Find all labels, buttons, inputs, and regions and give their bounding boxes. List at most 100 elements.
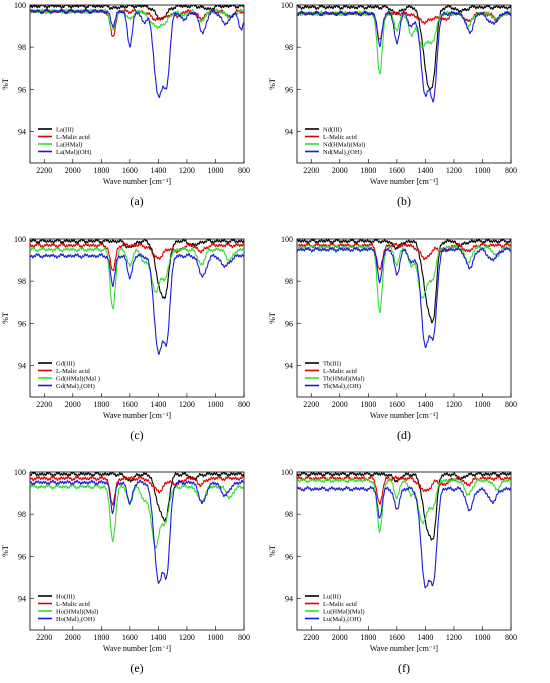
x-tick-label: 2000 [332, 166, 348, 175]
x-tick-label: 1600 [389, 166, 405, 175]
legend-entry: La(HMal) [56, 141, 82, 148]
series-line-3 [297, 477, 511, 533]
x-tick-label: 1600 [122, 166, 138, 175]
series-line-2 [30, 475, 244, 506]
x-tick-label: 2000 [332, 633, 348, 642]
x-tick-label: 1400 [150, 400, 166, 409]
legend-entry: Gd(III) [56, 360, 75, 367]
x-tick-label: 1600 [122, 633, 138, 642]
chart-panel-4: 94 96 98 100 2200 2000 1800 1600 1400 1200 1000 800… [268, 235, 517, 442]
y-tick-label: 100 [281, 235, 293, 244]
x-tick-label: 2000 [65, 166, 81, 175]
x-tick-label: 1400 [417, 633, 433, 642]
series-line-1 [297, 472, 511, 541]
legend-entry: L-Malic acid [56, 601, 90, 608]
x-tick-label: 1200 [179, 166, 195, 175]
y-tick-label: 96 [18, 85, 26, 94]
legend-entry: Ho(III) [56, 593, 75, 600]
x-tick-label: 1400 [417, 166, 433, 175]
panel-label: (f) [398, 661, 410, 675]
x-tick-label: 1400 [417, 400, 433, 409]
chart-panel-6: 94 96 98 100 2200 2000 1800 1600 1400 1200 1000 800… [268, 468, 517, 675]
plot-frame [296, 238, 512, 398]
x-tick-label: 1800 [360, 400, 376, 409]
x-tick-label: 2000 [65, 633, 81, 642]
y-tick-label: 98 [285, 277, 293, 286]
x-tick-label: 800 [238, 633, 250, 642]
legend-entry: L-Malic acid [323, 134, 357, 141]
x-tick-label: 2000 [332, 400, 348, 409]
x-tick-label: 1600 [389, 400, 405, 409]
panel-label: (a) [130, 194, 143, 208]
plot-frame [296, 471, 512, 631]
x-tick-label: 1800 [93, 400, 109, 409]
y-tick-label: 96 [18, 319, 26, 328]
y-tick-label: 98 [18, 43, 26, 52]
chart-panel-1: 94 96 98 100 2200 2000 1800 1600 1400 1200 1000 800… [1, 1, 250, 208]
x-tick-label: 1800 [360, 633, 376, 642]
x-tick-label: 1000 [474, 400, 490, 409]
legend-entry: L-Malic acid [323, 601, 357, 608]
y-tick-label: 100 [14, 468, 26, 477]
x-axis-label: Wave number [cm⁻¹] [103, 177, 172, 186]
y-tick-label: 94 [285, 594, 293, 603]
x-tick-label: 2200 [36, 633, 52, 642]
y-tick-label: 98 [18, 510, 26, 519]
y-tick-label: 96 [285, 552, 293, 561]
legend-entry: Nd(Mal)₂(OH) [323, 149, 362, 156]
series-line-4 [297, 10, 511, 103]
x-tick-label: 1000 [207, 166, 223, 175]
legend-entry: L-Malic acid [323, 368, 357, 375]
series-line-3 [30, 483, 244, 549]
x-tick-label: 800 [238, 166, 250, 175]
series-line-3 [30, 246, 244, 310]
x-axis-label: Wave number [cm⁻¹] [103, 644, 172, 653]
x-tick-label: 1200 [179, 633, 195, 642]
legend-entry: L-Malic acid [56, 368, 90, 375]
legend-entry: Lu(HMal)(Mal) [323, 608, 365, 615]
x-tick-label: 1000 [474, 166, 490, 175]
series-line-1 [30, 472, 244, 522]
legend-entry: Nd(III) [323, 126, 342, 133]
legend-entry: Ho(Mal)₂(OH) [56, 616, 95, 623]
y-tick-label: 100 [14, 1, 26, 10]
y-tick-label: 98 [285, 510, 293, 519]
plot-frame [29, 471, 245, 631]
x-tick-label: 1200 [179, 400, 195, 409]
x-tick-label: 1800 [360, 166, 376, 175]
legend-entry: Lu(Mal)₂(OH) [323, 616, 361, 623]
series-line-4 [297, 246, 511, 349]
series-line-2 [297, 475, 511, 505]
y-tick-label: 100 [281, 1, 293, 10]
legend-entry: La(Mal)(OH) [56, 149, 91, 156]
legend-entry: Lu(III) [323, 593, 341, 600]
series-line-4 [297, 485, 511, 589]
x-tick-label: 2000 [65, 400, 81, 409]
y-tick-label: 94 [18, 361, 26, 370]
series-line-3 [30, 8, 244, 31]
x-tick-label: 1800 [93, 166, 109, 175]
x-tick-label: 1000 [207, 400, 223, 409]
plot-frame [296, 4, 512, 164]
series-line-1 [30, 5, 244, 21]
y-tick-label: 94 [18, 594, 26, 603]
y-tick-label: 94 [285, 361, 293, 370]
x-axis-label: Wave number [cm⁻¹] [103, 411, 172, 420]
panel-label: (c) [130, 428, 143, 442]
series-line-4 [30, 253, 244, 355]
series-line-4 [30, 8, 244, 99]
y-tick-label: 94 [285, 127, 293, 136]
legend-entry: Ho(HMal)(Mal) [56, 608, 98, 615]
series-line-2 [30, 242, 244, 272]
x-tick-label: 1400 [150, 166, 166, 175]
y-tick-label: 96 [285, 85, 293, 94]
x-tick-label: 1800 [93, 633, 109, 642]
y-axis-label: %T [268, 312, 277, 324]
legend-entry: Gd(Mal)₂(OH) [56, 383, 95, 390]
legend-entry: Tb(Mal)₂(OH) [323, 383, 361, 390]
panel-label: (e) [130, 661, 143, 675]
series-line-2 [297, 242, 511, 271]
legend-entry: L-Malic acid [56, 134, 90, 141]
